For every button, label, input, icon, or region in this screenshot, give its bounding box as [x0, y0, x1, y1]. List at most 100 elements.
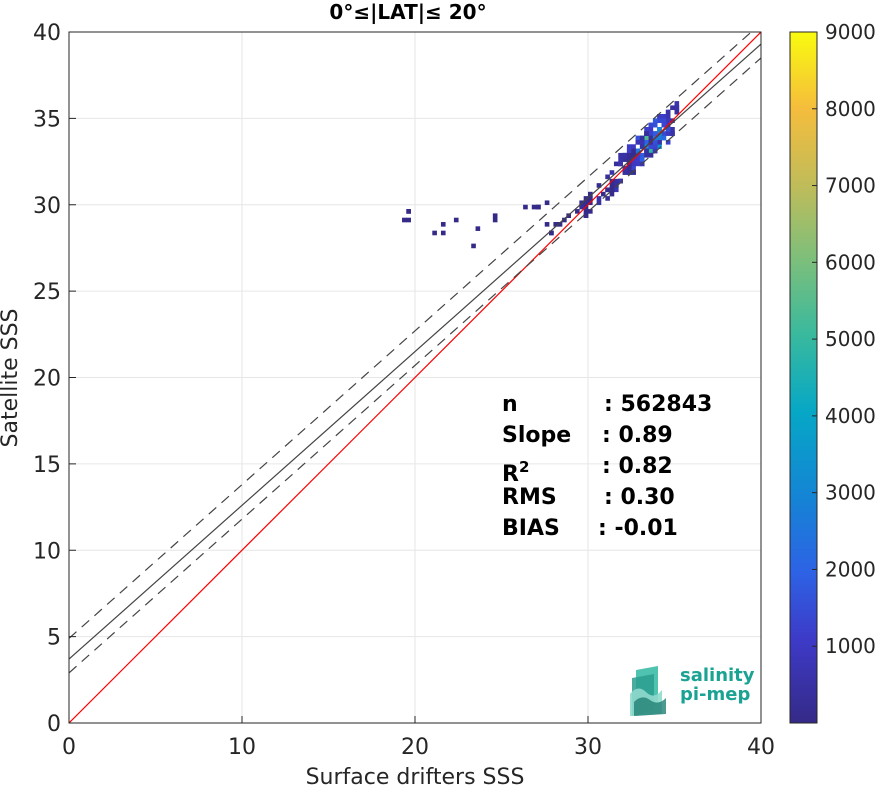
heatmap-cell	[648, 127, 654, 132]
heatmap-cell	[557, 222, 563, 227]
heatmap-cell	[657, 135, 662, 141]
heatmap-cell	[626, 170, 632, 175]
heatmap-cell	[618, 161, 623, 167]
y-ticks: 0 5 10 15 20 25 30 35 40	[33, 21, 76, 737]
heatmap-cell	[674, 105, 680, 111]
heatmap-cell	[639, 157, 645, 162]
colorbar-tick-label: 5000	[825, 327, 876, 351]
heatmap-cell	[622, 152, 628, 158]
heatmap-cell	[406, 209, 411, 214]
y-tick-label: 30	[33, 194, 61, 219]
y-tick-label: 0	[47, 712, 61, 737]
heatmap-cell	[635, 139, 641, 145]
heatmap-cell	[657, 144, 662, 149]
heatmap-cell	[631, 161, 636, 167]
heatmap-cell	[575, 209, 580, 214]
heatmap-cell	[644, 152, 649, 158]
heatmap-cell	[613, 187, 619, 193]
heatmap-cell	[492, 213, 498, 219]
heatmap-cell	[626, 157, 632, 162]
heatmap-cell	[665, 114, 671, 119]
heatmap-cell	[665, 131, 671, 136]
heatmap-cell	[657, 139, 662, 145]
heatmap-cell	[583, 196, 589, 201]
heatmap-cell	[661, 135, 667, 141]
colorbar-tick-label: 6000	[825, 250, 876, 274]
heatmap-cell	[657, 114, 662, 119]
heatmap-cell	[665, 127, 671, 132]
heatmap-cell	[475, 226, 481, 231]
heatmap-cell	[622, 170, 628, 175]
heatmap-cell	[652, 118, 658, 123]
heatmap-cell	[531, 204, 537, 210]
colorbar-tick-label: 7000	[825, 174, 876, 198]
stat-n-value: : 562843	[604, 392, 713, 417]
heatmap-cell	[536, 204, 541, 210]
heatmap-cell	[670, 131, 675, 136]
heatmap-cell	[665, 118, 671, 123]
logo-line-2: pi-mep	[680, 684, 751, 705]
heatmap-cell	[609, 170, 615, 175]
heatmap-cell	[648, 148, 654, 154]
stat-r2-label: R2	[502, 458, 530, 487]
heatmap-cell	[648, 122, 654, 128]
heatmap-cell	[639, 152, 645, 158]
heatmap-cell	[596, 196, 602, 201]
stat-bias-label: BIAS	[502, 516, 560, 541]
heatmap-cell	[583, 209, 589, 214]
stat-slope-label: Slope	[502, 423, 572, 448]
heatmap-cell	[631, 170, 636, 175]
heatmap-cell	[596, 183, 602, 188]
heatmap-cell	[648, 144, 654, 149]
heatmap-cell	[588, 196, 593, 201]
heatmap-cell	[626, 148, 632, 154]
stat-rms-label: RMS	[502, 485, 557, 510]
heatmap-cell	[665, 109, 671, 115]
x-ticks: 0 10 20 30 40	[62, 716, 775, 760]
heatmap-cell	[613, 161, 619, 167]
heatmap-cell	[605, 174, 610, 180]
heatmap-cell	[440, 222, 446, 227]
heatmap-cell	[622, 157, 628, 162]
salinity-pimep-logo: salinity pi-mep	[628, 664, 760, 716]
heatmap-cell	[583, 200, 589, 206]
heatmap-cell	[626, 165, 632, 171]
colorbar-ticks: 1000 2000 3000 4000 5000 6000 7000 8000 9000	[812, 20, 876, 658]
heatmap-cell	[652, 139, 658, 145]
heatmap-cell	[648, 131, 654, 136]
colorbar-tick-label: 4000	[825, 404, 876, 428]
heatmap-cell	[661, 122, 667, 128]
y-tick-label: 25	[33, 280, 61, 305]
x-tick-label: 40	[747, 735, 775, 760]
density-heatmap	[402, 101, 680, 249]
heatmap-cell	[648, 152, 654, 158]
heatmap-cell	[583, 213, 589, 219]
heatmap-cell	[644, 148, 649, 154]
heatmap-cell	[644, 139, 649, 145]
heatmap-cell	[639, 135, 645, 141]
heatmap-cell	[652, 131, 658, 136]
heatmap-cell	[674, 109, 680, 115]
chart-title: 0°≤|LAT|≤ 20°	[329, 0, 486, 24]
heatmap-cell	[402, 217, 407, 223]
heatmap-cell	[635, 148, 641, 154]
y-tick-label: 35	[33, 107, 61, 132]
heatmap-cell	[613, 183, 619, 188]
colorbar	[789, 31, 818, 724]
heatmap-cell	[523, 204, 528, 210]
heatmap-cell	[652, 148, 658, 154]
heatmap-cell	[618, 152, 623, 158]
y-tick-label: 10	[33, 539, 61, 564]
colorbar-tick-label: 8000	[825, 97, 876, 121]
heatmap-cell	[639, 144, 645, 149]
x-tick-label: 20	[401, 735, 429, 760]
heatmap-cell	[605, 196, 610, 201]
heatmap-cell	[588, 191, 593, 197]
x-tick-label: 10	[228, 735, 256, 760]
heatmap-cell	[544, 222, 550, 227]
heatmap-cell	[453, 217, 459, 223]
heatmap-cell	[652, 122, 658, 128]
heatmap-cell	[661, 131, 667, 136]
heatmap-cell	[609, 191, 615, 197]
heatmap-cell	[644, 135, 649, 141]
